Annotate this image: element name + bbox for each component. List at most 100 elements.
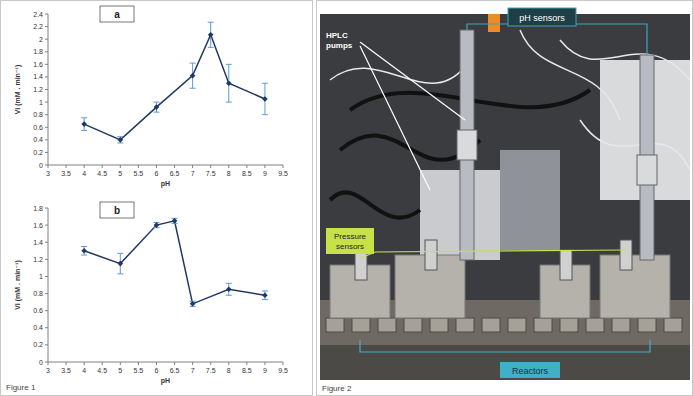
error-cap — [226, 283, 232, 284]
photo-label: HPLC — [326, 31, 348, 40]
y-tick-label: 1.2 — [33, 256, 43, 263]
y-tick-label: 1.8 — [33, 48, 43, 55]
error-bar — [172, 218, 178, 223]
cable — [580, 120, 690, 170]
x-axis-label: pH — [161, 377, 170, 385]
x-tick — [156, 362, 157, 365]
error-cap — [117, 253, 123, 254]
error-cap — [81, 130, 87, 131]
x-tick — [210, 165, 211, 168]
photo — [320, 14, 690, 380]
pressure-sensor — [620, 240, 632, 270]
error-bar — [226, 283, 232, 295]
point — [190, 301, 196, 307]
y-tick-label: 0.2 — [33, 341, 43, 348]
x-tick — [174, 165, 175, 168]
x-tick-label: 5 — [118, 170, 122, 177]
error-cap — [226, 295, 232, 296]
y-tick-label: 1.2 — [33, 86, 43, 93]
x-tick — [264, 165, 265, 168]
x-tick — [66, 165, 67, 168]
rack-slot — [352, 318, 370, 332]
x-tick — [228, 165, 229, 168]
y-tick — [45, 344, 48, 345]
y-tick — [45, 76, 48, 77]
y-tick — [45, 102, 48, 103]
point — [262, 292, 268, 298]
data-group — [81, 22, 268, 143]
error-cap — [81, 255, 87, 256]
error-bar — [226, 64, 232, 102]
error-cap — [81, 117, 87, 118]
x-tick — [264, 362, 265, 365]
y-tick-label: 0.4 — [33, 136, 43, 143]
rack-slot — [534, 318, 552, 332]
data-group — [81, 218, 268, 307]
point — [190, 73, 196, 79]
rack-slot — [456, 318, 474, 332]
error-cap — [117, 273, 123, 274]
x-tick — [120, 362, 121, 365]
pressure-sensor — [425, 240, 437, 270]
y-tick — [45, 242, 48, 243]
y-tick — [45, 64, 48, 65]
pump-unit — [500, 150, 560, 250]
y-tick — [45, 208, 48, 209]
y-tick — [45, 152, 48, 153]
x-tick — [48, 165, 49, 168]
x-tick — [156, 165, 157, 168]
x-tick-label: 6 — [155, 367, 159, 374]
photo-background — [320, 14, 690, 380]
y-tick — [45, 327, 48, 328]
cable — [330, 192, 420, 217]
panel-left — [1, 1, 313, 396]
cable — [520, 30, 620, 120]
x-tick-label: 8.5 — [242, 367, 252, 374]
orange-cap — [488, 14, 500, 32]
y-tick — [45, 293, 48, 294]
y-tick-label: 1.4 — [33, 239, 43, 246]
y-tick — [45, 51, 48, 52]
x-tick-label: 3.5 — [61, 367, 71, 374]
point — [172, 218, 178, 224]
error-bar — [81, 118, 87, 131]
error-cap — [262, 299, 268, 300]
y-tick-label: 2.4 — [33, 11, 43, 18]
pointer — [375, 250, 626, 252]
y-tick-label: 0.4 — [33, 324, 43, 331]
point — [81, 248, 87, 254]
y-tick-label: 0.8 — [33, 111, 43, 118]
y-tick-label: 0 — [39, 162, 43, 169]
error-bar — [262, 83, 268, 114]
x-tick-label: 8 — [227, 367, 231, 374]
y-tick-label: 2.2 — [33, 23, 43, 30]
rack-slot — [508, 318, 526, 332]
error-bar — [117, 253, 123, 274]
x-tick-label: 6.5 — [170, 170, 180, 177]
error-cap — [226, 64, 232, 65]
x-tick — [84, 165, 85, 168]
x-tick-label: 6.5 — [170, 367, 180, 374]
x-tick — [48, 362, 49, 365]
y-tick — [45, 225, 48, 226]
x-tick-label: 4 — [82, 367, 86, 374]
x-tick-label: 7 — [191, 367, 195, 374]
reactor-block — [600, 255, 670, 318]
x-tick — [246, 165, 247, 168]
rack-slot — [612, 318, 630, 332]
x-tick — [192, 362, 193, 365]
chart-title: b — [114, 205, 120, 216]
x-tick — [66, 362, 67, 365]
label-box — [500, 362, 560, 378]
rack-slot — [560, 318, 578, 332]
rack-slot — [404, 318, 422, 332]
x-axis — [48, 362, 283, 363]
x-tick — [138, 165, 139, 168]
cable — [560, 40, 690, 80]
x-axis — [48, 165, 283, 166]
pointer — [360, 46, 430, 190]
x-tick-label: 4 — [82, 170, 86, 177]
x-tick-label: 3 — [46, 367, 50, 374]
error-bar — [153, 223, 159, 228]
y-axis-label: Vi (mM . min⁻¹) — [14, 260, 22, 309]
